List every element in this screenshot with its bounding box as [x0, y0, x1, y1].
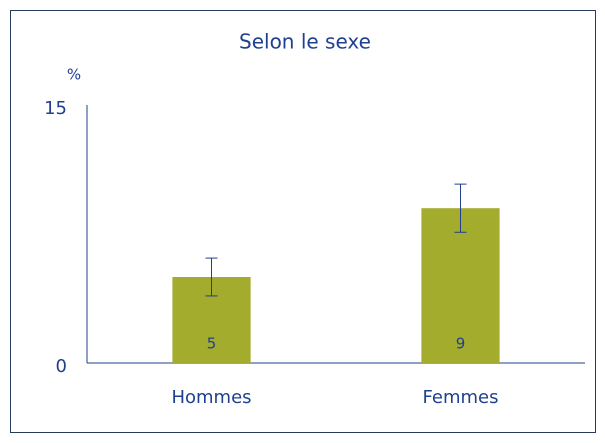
- frame: [10, 10, 596, 433]
- data-label: 5: [207, 335, 217, 353]
- y-tick-label: 0: [56, 356, 67, 377]
- y-tick-label: 15: [44, 98, 67, 119]
- chart-title: Selon le sexe: [239, 30, 371, 54]
- bar: [421, 208, 500, 363]
- x-tick-label: Hommes: [171, 387, 251, 408]
- y-axis-label: %: [67, 66, 81, 84]
- x-tick-label: Femmes: [423, 387, 499, 408]
- data-label: 9: [456, 335, 466, 353]
